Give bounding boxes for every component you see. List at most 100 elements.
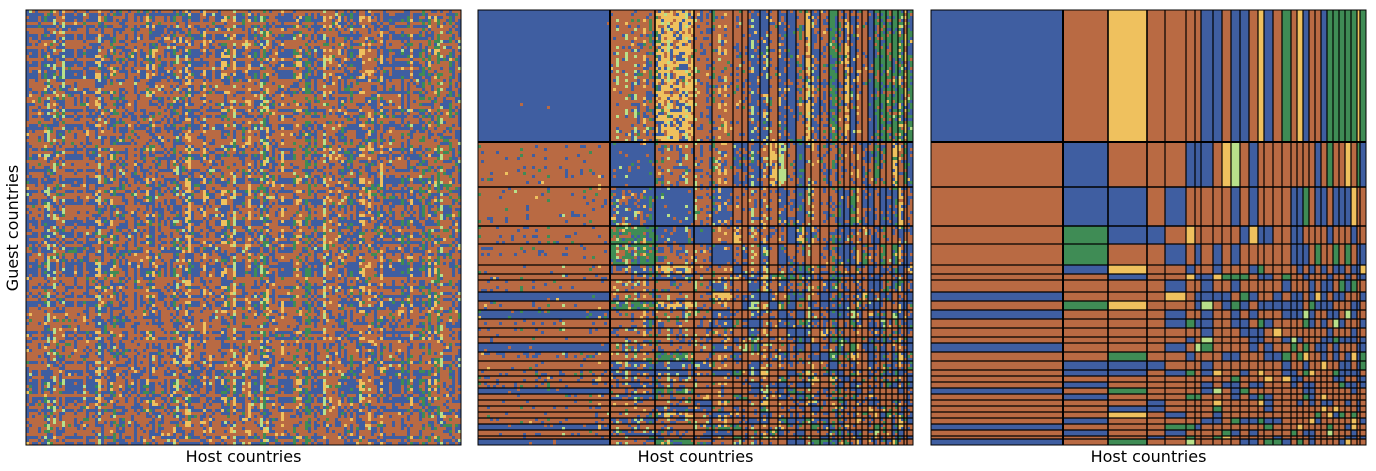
heatmap-cell: [410, 151, 413, 154]
heatmap-cell: [161, 34, 164, 37]
heatmap-cell: [269, 49, 272, 52]
heatmap-cell: [86, 178, 98, 181]
heatmap-cell: [431, 184, 434, 187]
heatmap-cell: [29, 82, 44, 85]
heatmap-cell: [209, 142, 215, 145]
heatmap-cell: [365, 49, 368, 52]
heatmap-cell: [452, 106, 455, 109]
heatmap-cell: [323, 184, 326, 187]
heatmap-cell: [314, 94, 317, 97]
heatmap-cell: [401, 187, 404, 190]
heatmap-cell: [314, 112, 317, 115]
heatmap-cell: [152, 70, 155, 73]
heatmap-cell: [176, 61, 179, 64]
heatmap-cell: [182, 40, 185, 43]
heatmap-cell: [356, 10, 359, 13]
heatmap-cell: [455, 52, 461, 55]
heatmap-cell: [431, 37, 434, 40]
heatmap-cell: [365, 181, 368, 184]
heatmap-cell: [194, 40, 203, 43]
heatmap-cell: [53, 115, 56, 118]
heatmap-cell: [257, 73, 260, 76]
heatmap-cell: [29, 181, 38, 184]
heatmap-cell: [56, 100, 65, 103]
heatmap-cell: [98, 136, 101, 139]
heatmap-cell: [47, 148, 56, 151]
heatmap-cell: [341, 19, 344, 22]
heatmap-cell: [116, 70, 119, 73]
heatmap-cell: [203, 82, 206, 85]
heatmap-cell: [374, 151, 380, 154]
heatmap-cell: [179, 178, 185, 181]
heatmap-cell: [260, 166, 269, 169]
heatmap-cell: [77, 13, 83, 16]
heatmap-cell: [314, 130, 317, 133]
heatmap-cell: [62, 73, 65, 76]
heatmap-cell: [374, 175, 377, 178]
heatmap-cell: [308, 73, 311, 76]
heatmap-cell: [116, 103, 125, 106]
heatmap-cell: [32, 91, 38, 94]
heatmap-cell: [146, 181, 149, 184]
heatmap-cell: [290, 94, 293, 97]
heatmap-cell: [377, 133, 380, 136]
heatmap-cell: [44, 157, 47, 160]
heatmap-cell: [455, 58, 458, 61]
heatmap-cell: [152, 139, 155, 142]
heatmap-cell: [107, 178, 110, 181]
heatmap-cell: [275, 52, 278, 55]
heatmap-cell: [443, 100, 452, 103]
heatmap-cell: [254, 31, 257, 34]
heatmap-cell: [386, 187, 389, 190]
heatmap-cell: [26, 154, 29, 157]
heatmap-cell: [260, 109, 263, 112]
heatmap-cell: [233, 130, 236, 133]
heatmap-cell: [236, 151, 239, 154]
heatmap-cell: [191, 181, 200, 184]
heatmap-cell: [428, 52, 431, 55]
heatmap-cell: [332, 55, 335, 58]
heatmap-cell: [293, 10, 296, 13]
heatmap-cell: [401, 148, 404, 151]
heatmap-cell: [389, 103, 392, 106]
heatmap-cell: [293, 34, 296, 37]
heatmap-cell: [437, 178, 440, 181]
heatmap-cell: [308, 154, 311, 157]
heatmap-cell: [440, 184, 443, 187]
heatmap-cell: [335, 139, 338, 142]
heatmap-cell: [83, 97, 86, 100]
heatmap-cell: [53, 40, 56, 43]
heatmap-cell: [431, 19, 434, 22]
heatmap-cell: [182, 19, 188, 22]
heatmap-cell: [281, 28, 284, 31]
heatmap-cell: [179, 160, 182, 163]
heatmap-cell: [74, 115, 77, 118]
heatmap-cell: [368, 175, 371, 178]
heatmap-cell: [365, 145, 368, 148]
heatmap-cell: [308, 34, 311, 37]
heatmap-cell: [317, 133, 323, 136]
heatmap-cell: [56, 118, 59, 121]
heatmap-cell: [134, 112, 143, 115]
heatmap-cell: [356, 103, 365, 106]
heatmap-cell: [248, 67, 251, 70]
heatmap-cell: [455, 94, 458, 97]
heatmap-cell: [209, 166, 212, 169]
heatmap-cell: [47, 187, 50, 190]
heatmap-cell: [209, 19, 215, 22]
heatmap-cell: [314, 106, 317, 109]
heatmap-cell: [56, 166, 59, 169]
heatmap-cell: [344, 169, 350, 172]
heatmap-cell: [29, 148, 32, 151]
heatmap-cell: [62, 166, 98, 169]
heatmap-cell: [98, 37, 101, 40]
heatmap-cell: [410, 88, 422, 91]
heatmap-cell: [194, 85, 200, 88]
heatmap-cell: [179, 106, 182, 109]
heatmap-cell: [308, 58, 317, 61]
heatmap-cell: [176, 55, 179, 58]
heatmap-cell: [56, 145, 59, 148]
heatmap-cell: [164, 139, 167, 142]
heatmap-cell: [365, 52, 377, 55]
heatmap-cell: [281, 118, 284, 121]
